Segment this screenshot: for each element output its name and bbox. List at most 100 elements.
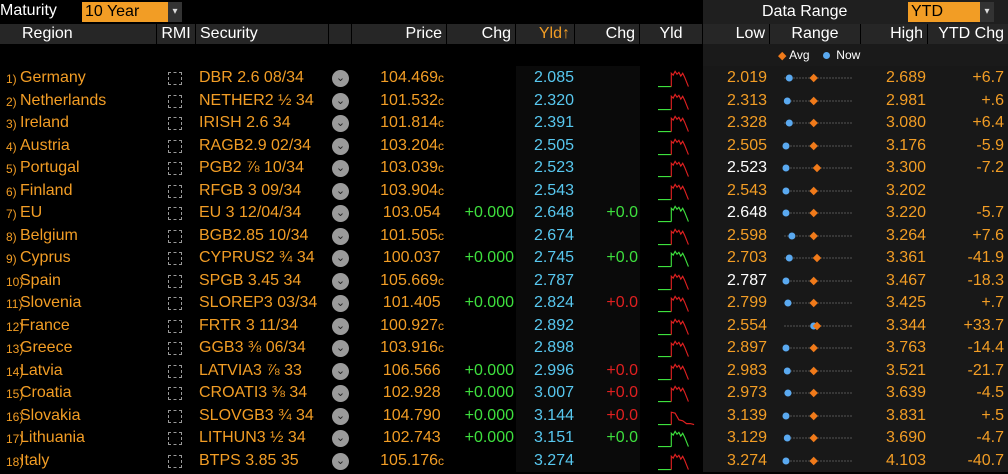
- region-name[interactable]: Latvia: [20, 361, 63, 379]
- table-row[interactable]: 6) Finland RFGB 3 09/34 ⌄ 103.904c 2.543 2.543…: [0, 180, 1008, 203]
- chevron-down-circle-icon[interactable]: ⌄: [332, 227, 349, 245]
- table-row[interactable]: 2) Netherlands NETHER2 ½ 34 ⌄ 101.532c 2.320 2…: [0, 90, 1008, 113]
- region-name[interactable]: Finland: [20, 181, 73, 199]
- chevron-down-circle-icon[interactable]: ⌄: [332, 430, 349, 447]
- chevron-down-circle-icon[interactable]: ⌄: [332, 362, 349, 380]
- region-name[interactable]: Cyprus: [20, 249, 71, 266]
- table-row[interactable]: 9) Cyprus CYPRUS2 ¾ 34 ⌄ 100.037 +0.000 2.745…: [0, 247, 1008, 270]
- col-ytd-chg[interactable]: YTD Chg: [928, 24, 1008, 44]
- chevron-down-icon[interactable]: ▾: [168, 2, 182, 22]
- rmi-checkbox[interactable]: [168, 162, 182, 175]
- col-yld-sorted[interactable]: Yld↑: [516, 24, 574, 44]
- chevron-down-circle-icon[interactable]: ⌄: [332, 272, 349, 290]
- chevron-down-circle-icon[interactable]: ⌄: [332, 182, 349, 200]
- table-row[interactable]: 13) Greece GGB3 ⅜ 06/34 ⌄ 103.916c 2.898 2.897…: [0, 337, 1008, 360]
- table-row[interactable]: 3) Ireland IRISH 2.6 34 ⌄ 101.814c 2.391 2.328…: [0, 112, 1008, 135]
- table-row[interactable]: 5) Portugal PGB2 ⅞ 10/34 ⌄ 103.039c 2.523 2.52…: [0, 157, 1008, 180]
- rmi-checkbox[interactable]: [168, 409, 182, 423]
- chevron-down-circle-icon[interactable]: ⌄: [332, 317, 349, 335]
- chevron-down-circle-icon[interactable]: ⌄: [332, 250, 349, 267]
- region-name[interactable]: Slovenia: [20, 294, 82, 311]
- security-name[interactable]: RFGB 3 09/34: [199, 181, 302, 199]
- region-name[interactable]: Lithuania: [20, 429, 85, 446]
- region-name[interactable]: Ireland: [20, 114, 69, 131]
- rmi-checkbox[interactable]: [168, 207, 182, 220]
- maturity-select[interactable]: 10 Year ▾: [82, 2, 182, 22]
- security-name[interactable]: CYPRUS2 ¾ 34: [199, 249, 315, 266]
- table-row[interactable]: 1) Germany DBR 2.6 08/34 ⌄ 104.469c 2.085 2.01…: [0, 67, 1008, 90]
- col-rmi[interactable]: RMI: [157, 24, 195, 44]
- rmi-checkbox[interactable]: [168, 387, 182, 400]
- rmi-checkbox[interactable]: [168, 364, 182, 378]
- chevron-down-circle-icon[interactable]: ⌄: [332, 205, 349, 222]
- table-row[interactable]: 10) Spain SPGB 3.45 34 ⌄ 105.669c 2.787 2.787 3…: [0, 270, 1008, 293]
- rmi-checkbox[interactable]: [168, 72, 182, 85]
- security-name[interactable]: IRISH 2.6 34: [199, 114, 291, 131]
- col-security[interactable]: Security: [196, 24, 328, 44]
- table-row[interactable]: 17) Lithuania LITHUN3 ½ 34 ⌄ 102.743 +0.000 3…: [0, 427, 1008, 450]
- region-name[interactable]: France: [20, 316, 70, 334]
- security-name[interactable]: RAGB2.9 02/34: [199, 136, 312, 154]
- rmi-checkbox[interactable]: [168, 342, 182, 355]
- chevron-down-circle-icon[interactable]: ⌄: [332, 70, 349, 87]
- security-name[interactable]: SPGB 3.45 34: [199, 271, 302, 289]
- rmi-checkbox[interactable]: [168, 297, 182, 310]
- rmi-checkbox[interactable]: [168, 274, 182, 288]
- rmi-checkbox[interactable]: [168, 432, 182, 445]
- chevron-down-circle-icon[interactable]: ⌄: [332, 407, 349, 425]
- rmi-checkbox[interactable]: [168, 139, 182, 153]
- col-range[interactable]: Range: [770, 24, 860, 44]
- chevron-down-icon[interactable]: ▾: [980, 2, 994, 22]
- chevron-down-circle-icon[interactable]: ⌄: [332, 160, 349, 177]
- table-row[interactable]: 14) Latvia LATVIA3 ⅞ 33 ⌄ 106.566 +0.000 2.99…: [0, 360, 1008, 383]
- rmi-checkbox[interactable]: [168, 252, 182, 265]
- rmi-checkbox[interactable]: [168, 94, 182, 108]
- rmi-checkbox[interactable]: [168, 229, 182, 243]
- region-name[interactable]: Belgium: [20, 226, 78, 244]
- region-name[interactable]: Greece: [20, 339, 73, 356]
- region-name[interactable]: Germany: [20, 69, 86, 86]
- rmi-checkbox[interactable]: [168, 184, 182, 198]
- region-name[interactable]: Austria: [20, 136, 70, 154]
- security-name[interactable]: NETHER2 ½ 34: [199, 91, 314, 109]
- chevron-down-circle-icon[interactable]: ⌄: [332, 92, 349, 110]
- data-range-select[interactable]: YTD ▾: [908, 2, 994, 22]
- security-name[interactable]: DBR 2.6 08/34: [199, 69, 304, 86]
- security-name[interactable]: SLOREP3 03/34: [199, 294, 318, 311]
- chevron-down-circle-icon[interactable]: ⌄: [332, 115, 349, 132]
- col-chg2[interactable]: Chg: [575, 24, 639, 44]
- rmi-checkbox[interactable]: [168, 454, 182, 468]
- security-name[interactable]: GGB3 ⅜ 06/34: [199, 339, 306, 356]
- table-row[interactable]: 11) Slovenia SLOREP3 03/34 ⌄ 101.405 +0.000 2…: [0, 292, 1008, 315]
- table-row[interactable]: 8) Belgium BGB2.85 10/34 ⌄ 101.505c 2.674 2.59…: [0, 225, 1008, 248]
- security-name[interactable]: BGB2.85 10/34: [199, 226, 309, 244]
- table-row[interactable]: 4) Austria RAGB2.9 02/34 ⌄ 103.204c 2.505 2.50…: [0, 135, 1008, 158]
- table-row[interactable]: 18) Italy BTPS 3.85 35 ⌄ 105.176c 3.274 3.274 4…: [0, 450, 1008, 473]
- region-name[interactable]: Spain: [20, 271, 61, 289]
- chevron-down-circle-icon[interactable]: ⌄: [332, 385, 349, 402]
- table-row[interactable]: 12) France FRTR 3 11/34 ⌄ 100.927c 2.892 2.554…: [0, 315, 1008, 338]
- table-row[interactable]: 7) EU EU 3 12/04/34 ⌄ 103.054 +0.000 2.648 +0.…: [0, 202, 1008, 225]
- security-name[interactable]: PGB2 ⅞ 10/34: [199, 159, 304, 176]
- security-name[interactable]: LITHUN3 ½ 34: [199, 429, 306, 446]
- col-chg[interactable]: Chg: [447, 24, 515, 44]
- security-name[interactable]: LATVIA3 ⅞ 33: [199, 361, 302, 379]
- security-name[interactable]: FRTR 3 11/34: [199, 316, 299, 334]
- region-name[interactable]: EU: [20, 204, 43, 221]
- region-name[interactable]: Netherlands: [20, 91, 107, 109]
- chevron-down-circle-icon[interactable]: ⌄: [332, 340, 349, 357]
- chevron-down-circle-icon[interactable]: ⌄: [332, 137, 349, 155]
- security-name[interactable]: CROATI3 ⅜ 34: [199, 384, 308, 401]
- table-row[interactable]: 15) Croatia CROATI3 ⅜ 34 ⌄ 102.928 +0.000 3.0…: [0, 382, 1008, 405]
- region-name[interactable]: Slovakia: [20, 406, 81, 424]
- chevron-down-circle-icon[interactable]: ⌄: [332, 295, 349, 312]
- col-high[interactable]: High: [861, 24, 927, 44]
- col-price[interactable]: Price: [352, 24, 446, 44]
- region-name[interactable]: Croatia: [20, 384, 72, 401]
- table-row[interactable]: 16) Slovakia SLOVGB3 ¾ 34 ⌄ 104.790 +0.000 3.…: [0, 405, 1008, 428]
- col-yld-sparkline[interactable]: Yld: [640, 24, 702, 44]
- col-region[interactable]: Region: [0, 24, 156, 44]
- rmi-checkbox[interactable]: [168, 319, 182, 333]
- security-name[interactable]: SLOVGB3 ¾ 34: [199, 406, 314, 424]
- security-name[interactable]: EU 3 12/04/34: [199, 204, 302, 221]
